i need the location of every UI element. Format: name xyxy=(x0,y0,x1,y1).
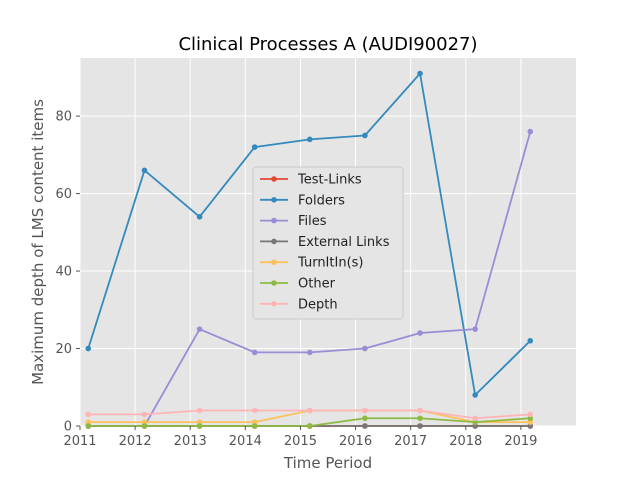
data-point xyxy=(472,415,478,422)
legend-marker xyxy=(271,301,277,307)
data-point xyxy=(527,423,534,429)
series-layer xyxy=(85,70,534,429)
data-point xyxy=(362,415,368,422)
data-point xyxy=(251,407,258,414)
y-tick-label: 80 xyxy=(55,110,72,125)
y-axis-label: Maximum depth of LMS content items xyxy=(29,99,47,385)
legend-label: External Links xyxy=(298,235,390,250)
legend-item: Depth xyxy=(260,297,338,312)
legend-marker xyxy=(271,280,277,286)
data-point xyxy=(527,128,534,135)
data-point xyxy=(417,415,423,422)
data-point xyxy=(472,326,478,332)
data-point xyxy=(251,349,258,356)
data-point xyxy=(196,423,203,429)
legend-label: Other xyxy=(298,277,336,292)
data-point xyxy=(527,419,534,425)
data-point xyxy=(417,330,423,336)
data-point xyxy=(527,415,534,422)
data-point xyxy=(141,423,148,429)
legend-item: Folders xyxy=(260,193,345,208)
series-depth xyxy=(85,407,534,422)
x-axis-label: Time Period xyxy=(283,454,372,472)
legend-item: External Links xyxy=(260,235,390,250)
x-tick-label: 2011 xyxy=(63,434,96,449)
x-tick-label: 2017 xyxy=(394,434,427,449)
data-point xyxy=(196,214,203,220)
legend-box xyxy=(252,166,404,320)
data-point xyxy=(141,411,148,418)
series-folders xyxy=(85,70,534,398)
legend-label: TurnItIn(s) xyxy=(297,256,363,271)
x-tick-label: 2015 xyxy=(284,434,317,449)
x-tick-label: 2019 xyxy=(504,434,537,449)
data-point xyxy=(417,423,423,429)
data-point xyxy=(362,423,368,429)
data-point xyxy=(307,407,313,414)
data-point xyxy=(417,407,423,414)
data-point xyxy=(196,326,203,332)
data-point xyxy=(251,144,258,150)
data-point xyxy=(472,419,478,425)
legend-item: Test-Links xyxy=(260,173,362,188)
y-tick-label: 0 xyxy=(64,420,72,435)
data-point xyxy=(472,392,478,398)
chart-title: Clinical Processes A (AUDI90027) xyxy=(178,34,477,55)
legend-marker xyxy=(271,197,277,203)
y-tick-label: 60 xyxy=(55,187,72,202)
data-point xyxy=(251,419,258,425)
legend: Test-Links Folders Files External Links Turn… xyxy=(252,166,404,320)
x-axis: 2011 2012 2013 2014 2015 2016 2017 2018 2019 xyxy=(63,426,537,449)
legend-label: Folders xyxy=(298,193,345,208)
legend-marker xyxy=(271,259,277,266)
data-point xyxy=(307,136,313,143)
data-point xyxy=(141,419,148,425)
legend-item: TurnItIn(s) xyxy=(260,256,363,271)
data-point xyxy=(472,423,478,429)
legend-label: Test-Links xyxy=(297,173,362,188)
legend-item: Files xyxy=(260,214,327,229)
series-other xyxy=(85,415,534,429)
y-tick-label: 40 xyxy=(55,265,72,280)
data-point xyxy=(307,349,313,356)
data-point xyxy=(85,419,92,425)
data-point xyxy=(85,423,92,429)
legend-label: Files xyxy=(298,214,327,229)
data-point xyxy=(251,423,258,429)
data-point xyxy=(85,411,92,418)
y-axis: 0 20 40 60 80 xyxy=(55,110,80,435)
x-tick-label: 2016 xyxy=(339,434,372,449)
x-tick-label: 2013 xyxy=(174,434,207,449)
y-tick-label: 20 xyxy=(55,342,72,357)
data-point xyxy=(527,337,534,344)
legend-item: Other xyxy=(260,277,336,292)
data-point xyxy=(307,423,313,429)
data-point xyxy=(362,132,368,139)
legend-marker xyxy=(271,176,277,182)
data-point xyxy=(527,411,534,418)
data-point xyxy=(196,419,203,425)
data-point xyxy=(141,167,148,174)
x-tick-label: 2014 xyxy=(229,434,262,449)
data-point xyxy=(417,70,423,77)
data-point xyxy=(85,345,92,352)
legend-marker xyxy=(271,238,277,245)
legend-marker xyxy=(271,217,277,224)
legend-label: Depth xyxy=(298,297,338,312)
data-point xyxy=(362,345,368,352)
x-tick-label: 2018 xyxy=(449,434,482,449)
data-point xyxy=(362,407,368,414)
data-point xyxy=(196,407,203,414)
x-tick-label: 2012 xyxy=(119,434,152,449)
